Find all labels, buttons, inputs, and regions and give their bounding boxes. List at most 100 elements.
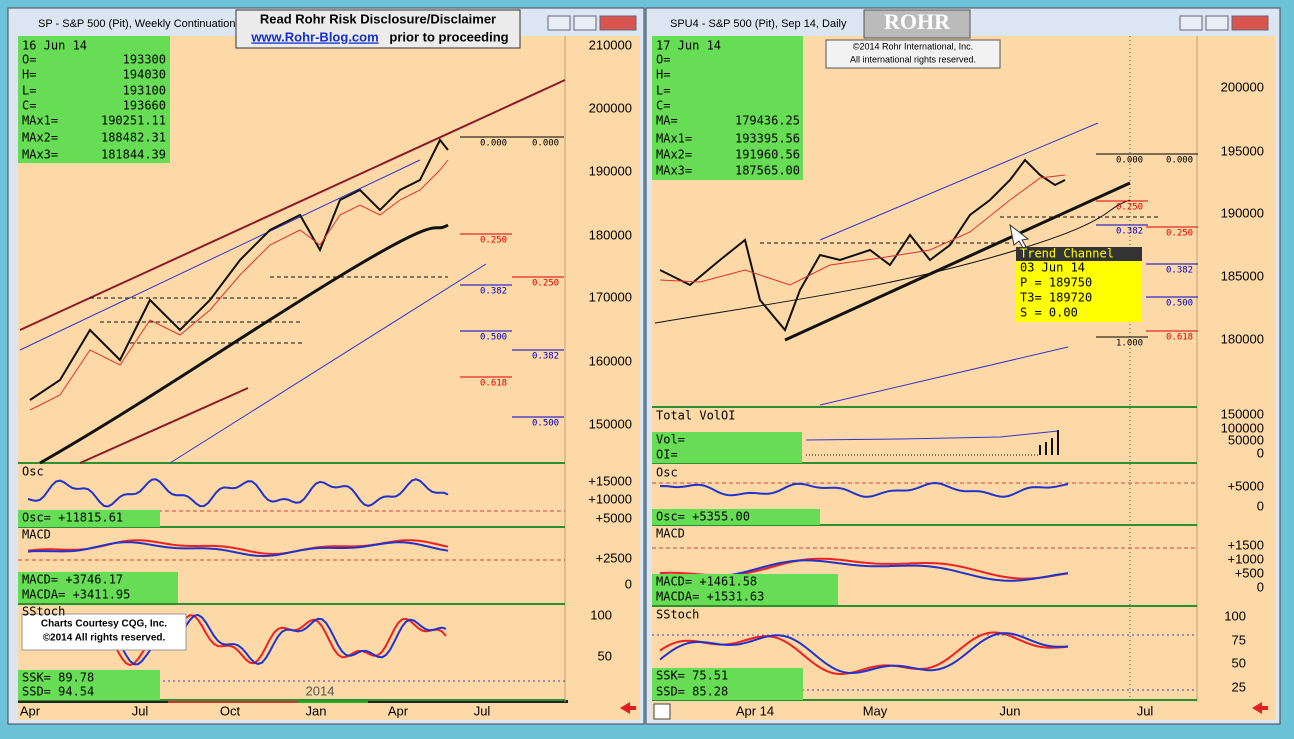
- x-tick-label: May: [863, 703, 888, 718]
- readout: SSK= 89.78: [22, 671, 94, 685]
- trend-row: T3= 189720: [1020, 291, 1092, 305]
- fib-label: 0.382: [1166, 266, 1193, 276]
- info-label: MAx3=: [22, 148, 58, 162]
- year-label: 2014: [306, 683, 335, 698]
- readout: OI=: [656, 448, 678, 462]
- window-title: SPU4 - S&P 500 (Pit), Sep 14, Daily: [670, 18, 847, 30]
- fib-label: 0.000: [532, 139, 559, 149]
- y-tick-label: 100: [1224, 608, 1246, 623]
- fib-label: 0.000: [480, 139, 507, 149]
- y-tick-label: 25: [1232, 679, 1246, 694]
- fib-label: 0.618: [480, 379, 507, 389]
- readout: MACD= +3746.17: [22, 573, 123, 587]
- x-tick-label: Jul: [132, 703, 149, 718]
- boxes: [18, 9, 1142, 700]
- panel-label: MACD: [22, 528, 51, 542]
- info-value: 193395.56: [735, 132, 800, 146]
- y-tick-label: 210000: [589, 37, 632, 52]
- info-value: 193300: [123, 53, 166, 67]
- y-tick-label: 150000: [1221, 406, 1264, 421]
- info-value: 191960.56: [735, 148, 800, 162]
- y-tick-label: +5000: [1227, 478, 1264, 493]
- disclaimer-tail: prior to proceeding: [389, 29, 508, 44]
- info-label: H=: [22, 68, 36, 82]
- y-tick-label: 50: [598, 648, 612, 663]
- y-tick-label: 200000: [1221, 79, 1264, 94]
- fib-label: 0.500: [1166, 299, 1193, 309]
- y-tick-label: 190000: [1221, 205, 1264, 220]
- info-label: MAx2=: [22, 131, 58, 145]
- info-date: 17 Jun 14: [656, 39, 721, 53]
- info-value: 193660: [123, 99, 166, 113]
- fib-label: 0.250: [532, 279, 559, 289]
- copyright: ©2014 Rohr International, Inc.: [853, 41, 973, 51]
- trend-heading: Trend Channel: [1020, 247, 1114, 261]
- trend-row: P = 189750: [1020, 276, 1092, 290]
- readout: Osc= +11815.61: [22, 511, 123, 525]
- y-tick-label: 170000: [589, 289, 632, 304]
- y-tick-label: 185000: [1221, 268, 1264, 283]
- info-value: 188482.31: [101, 131, 166, 145]
- info-label: L=: [656, 84, 670, 98]
- info-value: 179436.25: [735, 114, 800, 128]
- window-title: SP - S&P 500 (Pit), Weekly Continuation: [38, 18, 236, 30]
- panel-label: Osc: [656, 466, 678, 480]
- y-tick-label: 0: [1257, 498, 1264, 513]
- readout: MACD= +1461.58: [656, 575, 757, 589]
- copyright: All international rights reserved.: [850, 54, 976, 64]
- logo: ROHR: [884, 9, 951, 34]
- readout: MACDA= +1531.63: [656, 590, 764, 604]
- fib-label: 0.250: [480, 236, 507, 246]
- info-label: L=: [22, 84, 36, 98]
- fib-label: 0.000: [1166, 156, 1193, 166]
- panel-label: Total VolOI: [656, 409, 735, 423]
- trend-date: 03 Jun 14: [1020, 261, 1085, 275]
- fib-label: 0.500: [480, 333, 507, 343]
- panel-label: SStoch: [22, 605, 65, 619]
- indicator-line: [659, 632, 1069, 675]
- x-tick-label: Apr: [20, 703, 41, 718]
- x-tick-label: Jan: [306, 703, 327, 718]
- y-tick-label: 180000: [1221, 331, 1264, 346]
- info-label: MAx1=: [656, 132, 692, 146]
- info-label: C=: [656, 99, 670, 113]
- y-tick-label: 195000: [1221, 143, 1264, 158]
- indicator-line: [27, 478, 449, 508]
- indicator-line: [659, 481, 1069, 498]
- y-tick-label: +15000: [588, 473, 632, 488]
- readout: SSD= 94.54: [22, 685, 94, 699]
- disclaimer-link: www.Rohr-Blog.com: [250, 29, 378, 44]
- credit: ©2014 All rights reserved.: [43, 633, 166, 644]
- y-tick-label: +1500: [1227, 537, 1264, 552]
- readout: Vol=: [656, 433, 685, 447]
- info-label: O=: [22, 53, 36, 67]
- info-label: MAx1=: [22, 114, 58, 128]
- texts: SP - S&P 500 (Pit), Weekly Continuation R…: [20, 9, 1264, 718]
- y-tick-label: +500: [1235, 565, 1264, 580]
- y-tick-label: 50000: [1228, 432, 1264, 447]
- fib-label: 0.618: [1166, 333, 1193, 343]
- fib-label: 0.382: [532, 352, 559, 362]
- readout: SSK= 75.51: [656, 669, 728, 683]
- y-tick-label: 100000: [1221, 420, 1264, 435]
- x-tick-label: Apr 14: [736, 703, 774, 718]
- readout: Osc= +5355.00: [656, 510, 750, 524]
- panel-label: MACD: [656, 527, 685, 541]
- x-tick-label: Jun: [1000, 703, 1021, 718]
- readout: MACDA= +3411.95: [22, 588, 130, 602]
- info-value: 190251.11: [101, 114, 166, 128]
- info-value: 194030: [123, 68, 166, 82]
- y-tick-label: 100: [590, 607, 612, 622]
- y-tick-label: 160000: [589, 353, 632, 368]
- y-tick-label: 0: [1257, 579, 1264, 594]
- info-value: 193100: [123, 84, 166, 98]
- panel-label: SStoch: [656, 608, 699, 622]
- x-tick-label: Apr: [388, 703, 409, 718]
- y-tick-label: 200000: [589, 100, 632, 115]
- y-tick-label: +5000: [595, 510, 632, 525]
- info-date: 16 Jun 14: [22, 39, 87, 53]
- x-tick-label: Oct: [220, 703, 241, 718]
- info-label: MA=: [656, 114, 678, 128]
